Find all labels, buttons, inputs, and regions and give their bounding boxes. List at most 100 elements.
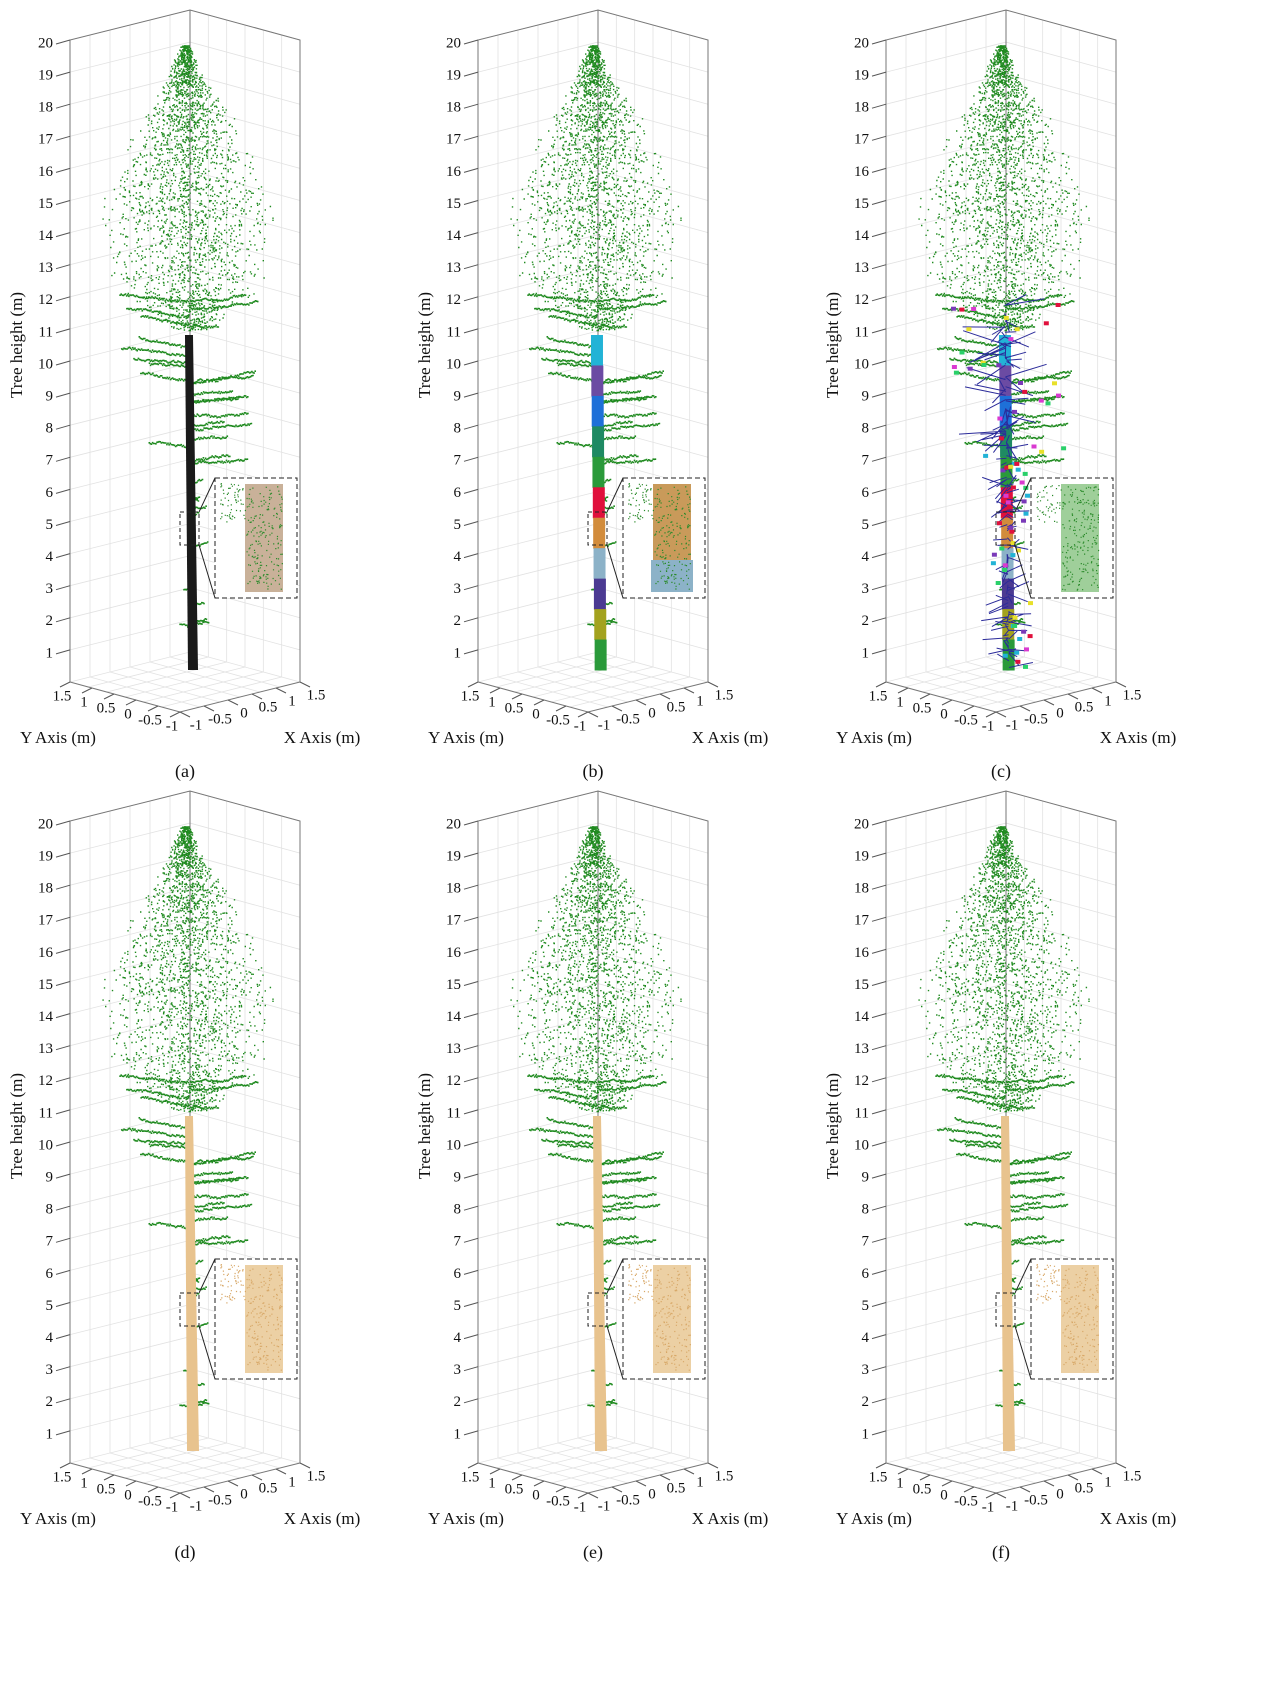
- z-tick: [464, 361, 478, 365]
- z-tick: [464, 522, 478, 526]
- panel-caption: (f): [992, 1542, 1010, 1563]
- z-tick: [56, 136, 70, 140]
- z-tick-label: 13: [446, 1041, 461, 1057]
- cluster-blob: [1022, 390, 1027, 394]
- cluster-blob: [996, 581, 1001, 585]
- y-tick: [876, 1463, 886, 1468]
- y-tick: [964, 706, 974, 711]
- x-axis-label: X Axis (m): [284, 728, 361, 747]
- z-tick-label: 2: [862, 613, 870, 629]
- z-tick-label: 3: [46, 1362, 54, 1378]
- z-tick: [872, 650, 886, 654]
- x-tick-label: 0.5: [259, 1480, 278, 1496]
- z-tick: [56, 1078, 70, 1082]
- z-tick-label: 12: [38, 1073, 53, 1089]
- grid-lines: [70, 791, 300, 1488]
- z-tick: [872, 40, 886, 44]
- z-tick-label: 19: [446, 849, 461, 865]
- z-tick: [464, 1206, 478, 1210]
- cluster-blob: [951, 307, 956, 311]
- z-tick: [464, 650, 478, 654]
- z-tick: [464, 949, 478, 953]
- y-tick-label: 1: [488, 694, 496, 710]
- z-tick-label: 17: [38, 913, 54, 929]
- z-tick-label: 17: [854, 132, 870, 148]
- cluster-blob: [1061, 446, 1066, 450]
- x-axis-label: X Axis (m): [692, 728, 769, 747]
- x-tick: [180, 1493, 190, 1498]
- x-tick-label: 1.5: [715, 687, 734, 703]
- x-tick: [612, 1487, 622, 1492]
- y-tick-label: 1: [80, 1475, 88, 1491]
- x-tick: [636, 700, 646, 705]
- x-tick: [300, 682, 310, 687]
- x-tick-label: 1: [288, 693, 296, 709]
- y-tick-label: 0: [532, 1487, 540, 1503]
- z-tick: [872, 949, 886, 953]
- x-tick: [1020, 1487, 1030, 1492]
- z-tick-label: 19: [38, 849, 53, 865]
- cluster-blob: [954, 371, 959, 375]
- z-tick: [464, 40, 478, 44]
- y-tick-label: -0.5: [138, 712, 162, 728]
- cluster-blob: [960, 351, 965, 355]
- x-tick: [708, 682, 718, 687]
- z-tick: [56, 522, 70, 526]
- x-tick-label: 0: [648, 1486, 656, 1502]
- cluster-blob: [1015, 660, 1020, 664]
- z-tick-label: 12: [854, 1073, 869, 1089]
- z-axis-label: Tree height (m): [823, 292, 842, 398]
- trunk-segment: [592, 426, 604, 457]
- z-tick-label: 7: [454, 453, 462, 469]
- inset-connector: [607, 478, 623, 598]
- z-tick: [872, 586, 886, 590]
- z-tick: [56, 853, 70, 857]
- cluster-blob: [1008, 337, 1013, 341]
- y-tick-label: 0.5: [97, 1481, 116, 1497]
- panel-caption: (d): [175, 1542, 196, 1563]
- z-tick-label: 20: [446, 816, 461, 832]
- y-tick: [986, 1493, 996, 1498]
- z-tick: [464, 457, 478, 461]
- y-tick-label: -0.5: [546, 1493, 570, 1509]
- cluster-blob: [1044, 321, 1049, 325]
- z-tick-label: 16: [38, 164, 54, 180]
- x-tick: [660, 1475, 670, 1480]
- y-tick-label: 0.5: [505, 1481, 524, 1497]
- z-tick: [872, 201, 886, 205]
- z-axis-label: Tree height (m): [415, 292, 434, 398]
- z-tick-label: 9: [862, 389, 870, 405]
- x-tick: [1092, 688, 1102, 693]
- x-tick: [204, 706, 214, 711]
- z-tick: [56, 1110, 70, 1114]
- z-tick: [872, 1046, 886, 1050]
- z-tick: [56, 1335, 70, 1339]
- trunk-segment: [594, 548, 606, 579]
- z-tick: [872, 136, 886, 140]
- z-tick: [56, 297, 70, 301]
- cluster-blob: [968, 367, 973, 371]
- y-tick-label: 0.5: [97, 700, 116, 716]
- z-axis-label: Tree height (m): [7, 292, 26, 398]
- z-tick-label: 19: [854, 68, 869, 84]
- x-tick: [300, 1463, 310, 1468]
- z-tick-label: 10: [446, 1137, 461, 1153]
- y-tick-label: -1: [166, 718, 179, 734]
- z-tick: [56, 168, 70, 172]
- cluster-blob: [999, 547, 1004, 551]
- cluster-blob: [1039, 399, 1044, 403]
- z-tick: [464, 1303, 478, 1307]
- y-tick: [556, 1487, 566, 1492]
- z-tick: [872, 1110, 886, 1114]
- x-tick: [588, 712, 598, 717]
- z-tick: [872, 393, 886, 397]
- trunk-segment: [593, 487, 605, 518]
- z-tick-label: 14: [854, 228, 870, 244]
- y-tick-label: 1: [488, 1475, 496, 1491]
- z-tick-label: 14: [446, 1009, 462, 1025]
- z-tick: [872, 425, 886, 429]
- x-tick-label: -1: [598, 1498, 611, 1514]
- z-tick: [872, 1431, 886, 1435]
- z-tick-label: 9: [46, 1170, 54, 1186]
